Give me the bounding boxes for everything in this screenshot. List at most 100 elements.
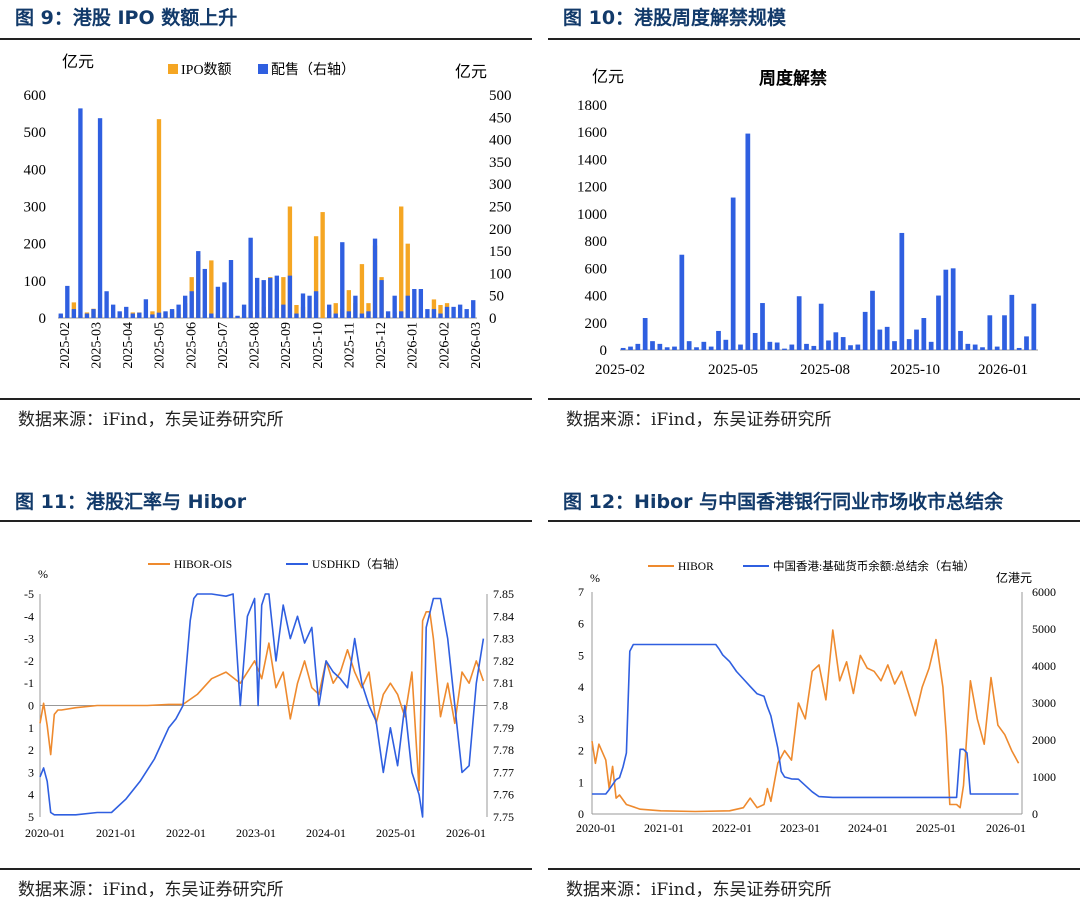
x-tick-label: 2021-01 [644, 821, 684, 835]
y-tick-label: 500 [24, 125, 47, 141]
x-tick-label: 2025-10 [311, 322, 326, 369]
y-tick-label: 1200 [577, 180, 607, 196]
y-tick-label: -3 [24, 632, 34, 646]
bar-placement [65, 285, 70, 318]
bar-ipo [281, 277, 286, 318]
y-tick-label: 3 [28, 765, 34, 779]
y-tick-label: 200 [585, 316, 608, 332]
bar-placement [405, 295, 410, 318]
bar-placement [300, 293, 306, 318]
bar-placement [156, 312, 162, 318]
bar-placement [110, 304, 116, 318]
legend-swatch [258, 64, 268, 74]
y-tick-label: 5 [28, 810, 34, 824]
bar-unlock [730, 197, 736, 350]
bar-placement [209, 313, 214, 318]
y-axis-label: % [38, 567, 48, 581]
y2-tick-label: 0 [1032, 807, 1038, 821]
x-tick-label: 2022-01 [712, 821, 752, 835]
bar-placement [97, 118, 103, 318]
y2-tick-label: 450 [489, 110, 512, 126]
y-tick-label: 0 [578, 807, 584, 821]
bar-unlock [899, 232, 905, 350]
bar-unlock [708, 346, 714, 350]
title-rule [0, 520, 532, 522]
panel-title: 图 11：港股汇率与 Hibor [15, 491, 247, 513]
bar-placement [287, 275, 293, 318]
bar-placement [333, 313, 338, 318]
bar-placement [471, 300, 476, 318]
bar-unlock [914, 329, 919, 350]
bar-unlock [745, 133, 751, 350]
y2-tick-label: 350 [489, 155, 512, 171]
x-tick-label: 2025-12 [374, 322, 389, 369]
y-axis-label: 亿元 [62, 53, 94, 71]
y2-tick-label: 7.82 [493, 654, 514, 668]
y2-tick-label: 7.79 [493, 721, 514, 735]
bar-unlock [826, 340, 831, 350]
bar-unlock [679, 254, 685, 350]
bar-unlock [980, 347, 985, 350]
x-tick-label: 2025-08 [248, 322, 263, 369]
y2-tick-label: 7.85 [493, 587, 514, 601]
source-note: 数据来源：iFind，东吴证券研究所 [566, 880, 832, 900]
chart-ipo: 0 100 200 300 400 500 600 0 50 100 150 200 250 300 350… [24, 53, 512, 369]
bar-placement [235, 315, 240, 318]
legend-label: HIBOR-OIS [174, 559, 232, 571]
source-rule [0, 398, 532, 400]
y2-tick-label: 7.83 [493, 632, 514, 646]
x-tick-label: 2024-01 [306, 826, 346, 840]
bar-placement [104, 291, 109, 318]
bar-unlock [796, 296, 802, 350]
bar-ipo [287, 206, 293, 318]
bar-placement [255, 277, 260, 318]
bar-unlock [716, 330, 721, 350]
bar-ipo [438, 304, 443, 318]
x-tick-label: 2025-03 [90, 322, 105, 369]
source-note: 数据来源：iFind，东吴证券研究所 [18, 880, 284, 900]
bar-unlock [657, 343, 663, 350]
bar-unlock [686, 341, 692, 350]
bar-placement [281, 304, 286, 318]
bar-unlock [789, 344, 795, 350]
y-tick-label: 1 [578, 775, 584, 789]
y-tick-label: 0 [28, 699, 34, 713]
usdhkd-line [39, 593, 485, 818]
panel-title: 图 12：Hibor 与中国香港银行同业市场收市总结余 [563, 491, 1004, 513]
bar-ipo [399, 206, 404, 318]
panel-title: 图 9：港股 IPO 数额上升 [15, 7, 238, 29]
bar-placement [392, 295, 397, 318]
chart-hibor-balance: 0 1 2 3 4 5 6 7 0 1000 2000 3000 4000 5000 6000% 亿港元 202… [576, 559, 1056, 835]
y-tick-label: 0 [39, 311, 47, 327]
x-tick-label: 2026-02 [437, 322, 452, 369]
bar-unlock [892, 341, 897, 350]
y-tick-label: 800 [585, 234, 608, 250]
y2-tick-label: 7.78 [493, 743, 514, 757]
y2-tick-label: 6000 [1032, 585, 1056, 599]
bar-unlock [650, 341, 655, 350]
y-tick-label: 1400 [577, 152, 607, 168]
y-tick-label: 0 [600, 343, 608, 359]
x-tick-label: 2023-01 [236, 826, 276, 840]
bar-unlock [870, 290, 875, 350]
x-tick-label: 2025-07 [216, 322, 231, 369]
x-tick-label: 2025-05 [153, 322, 168, 369]
bar-placement [268, 277, 273, 318]
bar-placement [261, 280, 266, 318]
title-rule [0, 38, 532, 40]
x-tick-label: 2023-01 [780, 821, 820, 835]
y-tick-label: 7 [578, 585, 584, 599]
legend-label: 配售（右轴） [271, 62, 355, 78]
bar-unlock [752, 332, 758, 350]
bar-placement [327, 304, 332, 318]
bar-unlock [1024, 336, 1029, 350]
panel-unlock: 图 10：港股周度解禁规模 周度解禁 亿元 0 200 400 600 800 1000 120… [548, 0, 1080, 440]
y2-tick-label: 500 [489, 88, 512, 104]
bar-placement [412, 289, 417, 318]
bar-unlock [672, 346, 677, 350]
bar-unlock [1009, 294, 1015, 350]
x-tick-label: 2025-05 [708, 362, 758, 378]
bar-ipo [209, 260, 214, 318]
x-tick-label: 2026-01 [986, 821, 1026, 835]
bar-ipo [346, 290, 352, 318]
